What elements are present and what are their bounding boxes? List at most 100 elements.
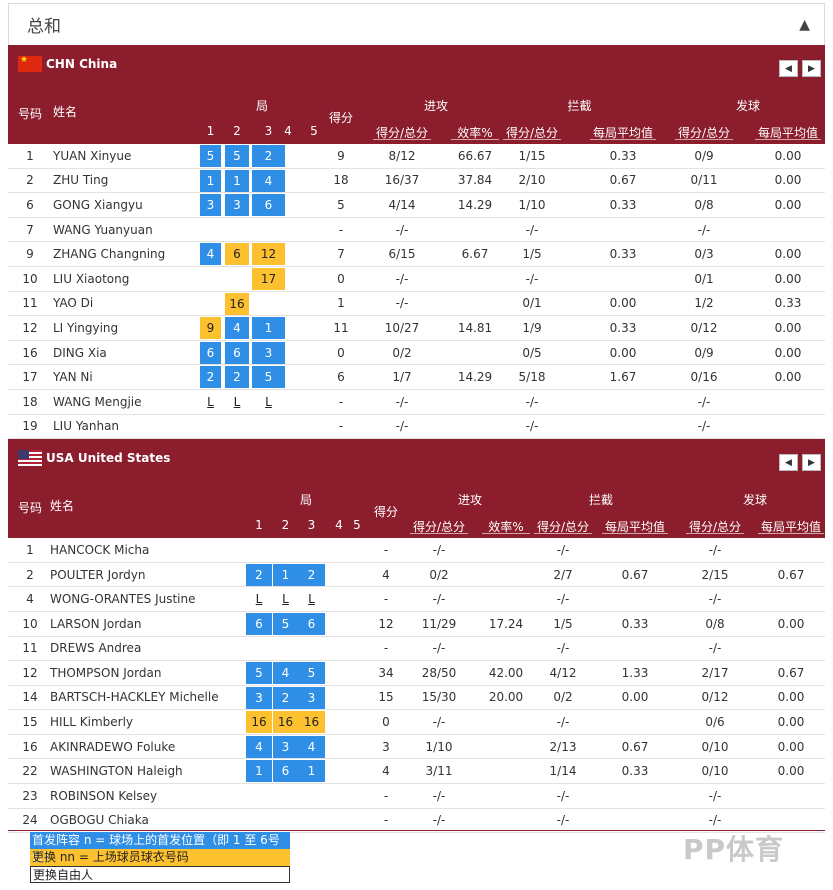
attack-points: -/- [395,271,409,286]
set-3-position: 17 [252,267,285,290]
player-row[interactable]: 18 WANG Mengjie L L L - -/- -/- -/- [8,390,825,415]
block-points: 2/7 [553,567,573,582]
header-attack-efficiency-underline [482,533,530,535]
player-row[interactable]: 16 DING Xia 6 6 3 0 0/2 0/5 0.00 0/9 0.00 [8,341,825,366]
serve-points: 0/9 [694,148,714,163]
player-row[interactable]: 12 LI Yingying 9 4 1 11 10/27 14.81 1/9 0.33 0/12 0… [8,316,825,341]
player-points: 34 [378,665,394,680]
player-row[interactable]: 19 LIU Yanhan - -/- -/- -/- [8,415,825,440]
bottom-divider [8,830,825,831]
block-average: 0.33 [609,320,637,335]
header-points: 得分 [373,505,398,520]
set-1-position: L [255,592,263,607]
header-block-points-underline [503,139,561,140]
player-points: 3 [382,739,390,754]
set-3-position: 3 [252,341,285,364]
block-points: 4/12 [549,665,577,680]
player-name: DREWS Andrea [50,641,142,656]
player-row[interactable]: 22 WASHINGTON Haleigh 1 6 1 4 3/11 1/14 0.33 0/10… [8,759,825,785]
block-average [600,587,670,611]
player-row[interactable]: 11 YAO Di 16 1 -/- 0/1 0.00 1/2 0.33 [8,292,825,317]
set-2-position: 6 [225,341,249,364]
set-1-position: 9 [200,317,221,340]
legend-starting: 首发阵容 n = 球场上的首发位置（即 1 至 6号位） [30,832,290,864]
collapse-caret-icon[interactable]: ▲ [799,16,810,33]
next-arrow-icon[interactable]: ▶ [802,60,821,77]
set-3-position: 4 [298,735,325,758]
serve-average [753,218,823,242]
serve-average: 0.00 [774,370,802,385]
attack-efficiency: 42.00 [488,665,524,680]
serve-average: 0.00 [774,320,802,335]
player-points: - [383,641,389,656]
player-row[interactable]: 6 GONG Xiangyu 3 3 6 5 4/14 14.29 1/10 0.33 0/8 0.0… [8,193,825,218]
attack-efficiency [480,759,532,783]
player-row[interactable]: 9 ZHANG Changning 4 6 12 7 6/15 6.67 1/5 0.33 0/3 0… [8,242,825,267]
set-2-position: 1 [225,169,249,192]
set-1-position: 2 [200,366,221,389]
set-3-position: 6 [298,612,325,635]
serve-average [756,538,826,562]
serve-average: 0.00 [777,739,805,754]
serve-average [753,415,823,439]
player-name: HANCOCK Micha [50,542,150,557]
player-row[interactable]: 24 OGBOGU Chiaka - -/- -/- -/- [8,809,825,834]
next-arrow-icon[interactable]: ▶ [802,454,821,472]
block-points: 1/10 [518,197,546,212]
block-points: 1/15 [518,148,546,163]
player-name: GONG Xiangyu [53,197,143,212]
serve-average: 0.00 [774,173,802,188]
set-2-position: L [233,394,241,409]
header-set-2: 2 [281,518,290,533]
panel-title-bar[interactable]: 总和 ▲ [8,3,825,45]
block-points: -/- [525,222,539,237]
player-row[interactable]: 2 POULTER Jordyn 2 1 2 4 0/2 2/7 0.67 2/15 0.67 [8,563,825,588]
header-points: 得分 [328,111,353,125]
player-row[interactable]: 15 HILL Kimberly 16 16 16 0 -/- -/- 0/6 0.00 [8,710,825,735]
player-row[interactable]: 2 ZHU Ting 1 1 4 18 16/37 37.84 2/10 0.67 0/11 0.00 [8,169,825,194]
player-row[interactable]: 12 THOMPSON Jordan 5 4 5 34 28/50 42.00 4/12 1.33… [8,661,825,686]
player-row[interactable]: 11 DREWS Andrea - -/- -/- -/- [8,637,825,662]
player-row[interactable]: 23 ROBINSON Kelsey - -/- -/- -/- [8,784,825,809]
header-serve-average: 每局平均值 [760,520,821,535]
header-serve-points: 得分/总分 [688,520,742,535]
set-2-position: 1 [273,563,298,586]
serve-points: 2/15 [701,567,729,582]
set-3-position: 1 [298,760,325,783]
attack-points: 6/15 [388,247,416,262]
set-3-position: 5 [252,366,285,389]
player-row[interactable]: 14 BARTSCH-HACKLEY Michelle 3 2 3 15 15/30 20.0… [8,686,825,711]
prev-arrow-icon[interactable]: ◀ [779,60,798,77]
serve-average: 0.00 [777,764,805,779]
player-points: - [383,788,389,803]
player-number: 11 [22,641,38,656]
player-name: ROBINSON Kelsey [50,788,158,803]
prev-arrow-icon[interactable]: ◀ [779,454,798,472]
player-row[interactable]: 7 WANG Yuanyuan - -/- -/- -/- [8,218,825,243]
set-1-position: 1 [246,760,272,783]
set-3-position: 6 [252,194,285,217]
header-block-points: 得分/总分 [536,520,590,535]
header-block-points-underline [534,533,592,535]
player-number: 18 [22,394,38,409]
player-number: 24 [22,813,38,828]
block-points: -/- [525,271,539,286]
player-row[interactable]: 10 LARSON Jordan 6 5 6 12 11/29 17.24 1/5 0.33 0/8… [8,612,825,637]
block-points: -/- [525,419,539,434]
player-row[interactable]: 10 LIU Xiaotong 17 0 -/- -/- 0/1 0.00 [8,267,825,292]
set-1-position: 3 [246,686,272,709]
header-block-average-underline [602,533,668,535]
attack-points: 10/27 [384,320,420,335]
player-points: 0 [337,345,345,360]
block-points: 2/10 [518,173,546,188]
player-row[interactable]: 1 YUAN Xinyue 5 5 2 9 8/12 66.67 1/15 0.33 0/9 0.00 [8,144,825,169]
player-row[interactable]: 17 YAN Ni 2 2 5 6 1/7 14.29 5/18 1.67 0/16 0.00 [8,365,825,390]
player-row[interactable]: 16 AKINRADEWO Foluke 4 3 4 3 1/10 2/13 0.67 0/10 0… [8,735,825,760]
player-row[interactable]: 1 HANCOCK Micha - -/- -/- -/- [8,538,825,563]
header-attack-efficiency-underline [451,139,499,140]
player-row[interactable]: 4 WONG-ORANTES Justine L L L - -/- -/- -/- [8,587,825,612]
player-points: - [338,419,344,434]
set-3-position: 4 [252,169,285,192]
serve-points: 0/16 [690,370,718,385]
header-sets: 局 [299,493,312,508]
